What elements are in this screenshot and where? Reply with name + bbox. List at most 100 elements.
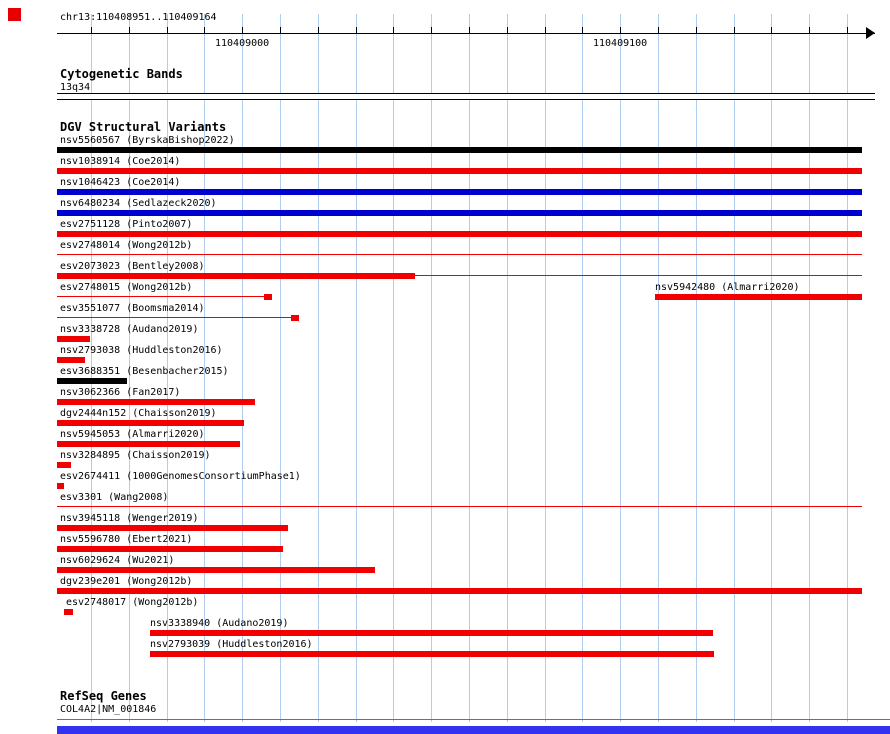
ruler-tick (91, 27, 92, 34)
variant-label[interactable]: nsv3338940 (Audano2019) (150, 618, 289, 629)
variant-label[interactable]: nsv2793039 (Huddleston2016) (150, 639, 313, 650)
ruler-tick (356, 27, 357, 34)
variant-label[interactable]: nsv1038914 (Coe2014) (60, 156, 181, 167)
region-title: chr13:110408951..110409164 (60, 12, 217, 23)
variant-bar[interactable] (655, 294, 862, 300)
variant-bar[interactable] (57, 336, 90, 342)
variant-bar[interactable] (57, 525, 288, 531)
variant-label[interactable]: esv2674411 (1000GenomesConsortiumPhase1) (60, 471, 301, 482)
gridline (734, 14, 735, 722)
variant-bar[interactable] (57, 546, 283, 552)
variant-label[interactable]: esv2748017 (Wong2012b) (66, 597, 199, 608)
gridline (620, 14, 621, 722)
variant-label[interactable]: esv2073023 (Bentley2008) (60, 261, 205, 272)
variant-label[interactable]: nsv5945053 (Almarri2020) (60, 429, 205, 440)
variant-label[interactable]: esv2751128 (Pinto2007) (60, 219, 193, 230)
gridline (696, 14, 697, 722)
cytoband-label[interactable]: 13q34 (60, 82, 91, 93)
ruler-tick (582, 27, 583, 34)
variant-label[interactable]: nsv3062366 (Fan2017) (60, 387, 181, 398)
variant-bar[interactable] (57, 420, 244, 426)
variant-label[interactable]: esv2748015 (Wong2012b) (60, 282, 193, 293)
variant-bar[interactable] (57, 231, 862, 237)
variant-bar[interactable] (415, 275, 862, 276)
ruler-tick (620, 27, 621, 34)
cytoband-band[interactable] (57, 93, 875, 100)
ruler-tick-label: 110409100 (593, 38, 648, 49)
variant-label[interactable]: esv3301 (Wang2008) (60, 492, 169, 503)
variant-label[interactable]: esv3688351 (Besenbacher2015) (60, 366, 229, 377)
gridline (771, 14, 772, 722)
ruler-tick (393, 27, 394, 34)
gridline (356, 14, 357, 722)
gridline (507, 14, 508, 722)
gridline (809, 14, 810, 722)
variant-bar[interactable] (57, 506, 862, 507)
variant-bar[interactable] (57, 399, 255, 405)
variant-bar[interactable] (64, 609, 73, 615)
ruler-end-arrow-icon (866, 27, 875, 39)
variant-bar[interactable] (57, 317, 299, 318)
variant-bar[interactable] (150, 630, 713, 636)
gridline (847, 14, 848, 722)
variant-label[interactable]: nsv5560567 (ByrskaBishop2022) (60, 135, 235, 146)
ruler-tick (809, 27, 810, 34)
variant-label[interactable]: nsv6480234 (Sedlazeck2020) (60, 198, 217, 209)
variant-label[interactable]: nsv2793038 (Huddleston2016) (60, 345, 223, 356)
dgv-section-header: DGV Structural Variants (60, 120, 227, 134)
variant-bar[interactable] (57, 483, 64, 489)
variant-bar[interactable] (57, 567, 375, 573)
ruler-tick (431, 27, 432, 34)
variant-label[interactable]: nsv5942480 (Almarri2020) (655, 282, 800, 293)
ruler-tick (847, 27, 848, 34)
ruler-tick (280, 27, 281, 34)
refseq-gene-label[interactable]: COL4A2|NM_001846 (60, 704, 157, 715)
variant-label[interactable]: dgv239e201 (Wong2012b) (60, 576, 193, 587)
variant-label[interactable]: nsv3284895 (Chaisson2019) (60, 450, 211, 461)
variant-bar[interactable] (57, 189, 862, 195)
ruler-tick (658, 27, 659, 34)
ruler-tick (696, 27, 697, 34)
ruler-tick (507, 27, 508, 34)
variant-bar[interactable] (57, 357, 85, 363)
variant-bar[interactable] (57, 378, 127, 384)
gridline (393, 14, 394, 722)
gridline (167, 14, 168, 722)
overview-bar[interactable] (57, 726, 890, 734)
gridline (204, 14, 205, 722)
ruler-tick (204, 27, 205, 34)
ruler-tick (167, 27, 168, 34)
cytoband-section-header: Cytogenetic Bands (60, 67, 183, 81)
gridline (91, 14, 92, 722)
ruler-tick (318, 27, 319, 34)
variant-bar[interactable] (57, 147, 862, 153)
variant-bar[interactable] (57, 254, 862, 255)
variant-label[interactable]: nsv6029624 (Wu2021) (60, 555, 175, 566)
variant-bar[interactable] (57, 462, 71, 468)
variant-bar[interactable] (291, 315, 299, 321)
variant-bar[interactable] (57, 210, 862, 216)
variant-label[interactable]: nsv5596780 (Ebert2021) (60, 534, 193, 545)
ruler-tick (469, 27, 470, 34)
variant-bar[interactable] (57, 168, 862, 174)
gridline (280, 14, 281, 722)
variant-label[interactable]: nsv1046423 (Coe2014) (60, 177, 181, 188)
ruler-tick (129, 27, 130, 34)
variant-label[interactable]: esv3551077 (Boomsma2014) (60, 303, 205, 314)
variant-label[interactable]: nsv3945118 (Wenger2019) (60, 513, 199, 524)
variant-bar[interactable] (57, 273, 415, 279)
variant-bar[interactable] (57, 588, 862, 594)
ruler-tick (771, 27, 772, 34)
variant-label[interactable]: nsv3338728 (Audano2019) (60, 324, 199, 335)
ruler-line (57, 33, 875, 34)
variant-label[interactable]: dgv2444n152 (Chaisson2019) (60, 408, 217, 419)
variant-bar[interactable] (150, 651, 714, 657)
refseq-gene-line[interactable] (57, 719, 890, 720)
gridline (469, 14, 470, 722)
variant-bar[interactable] (264, 294, 272, 300)
variant-bar[interactable] (57, 296, 272, 297)
gridline (658, 14, 659, 722)
variant-label[interactable]: esv2748014 (Wong2012b) (60, 240, 193, 251)
variant-bar[interactable] (57, 441, 240, 447)
